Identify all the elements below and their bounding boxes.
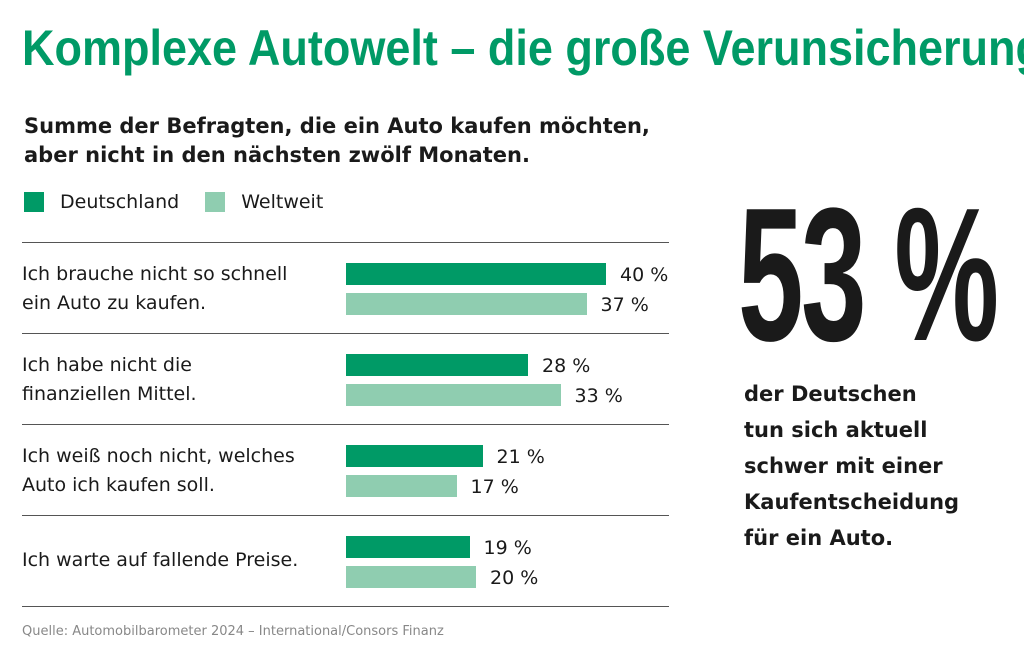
value-label: 20 % [490,567,539,589]
category-label-line: Ich weiß noch nicht, welches [22,445,295,467]
legend: Deutschland Weltweit [24,188,349,216]
highlight-caption-line: für ein Auto. [744,526,894,550]
category-label-line: ein Auto zu kaufen. [22,292,207,314]
highlight-caption-line: Kaufentscheidung [744,490,960,514]
highlight-caption-line: der Deutschen [744,382,917,406]
category-label-line: Ich warte auf fallende Preise. [22,549,299,571]
value-label: 40 % [620,264,669,286]
legend-swatch-weltweit [205,192,226,212]
value-label: 33 % [574,385,623,407]
subtitle-line: Summe der Befragten, die ein Auto kaufen… [24,114,650,138]
legend-item-weltweit: Weltweit [205,191,323,213]
divider-line [22,515,669,516]
bar-deutschland [346,263,606,285]
divider-line [22,424,669,425]
highlight-caption-line: schwer mit einer [744,454,943,478]
source-note: Quelle: Automobilbarometer 2024 – Intern… [22,624,444,639]
subtitle-line: aber nicht in den nächsten zwölf Monaten… [24,143,530,167]
bar-deutschland [346,536,470,558]
category-label-line: Ich brauche nicht so schnell [22,263,288,285]
value-label: 28 % [542,355,591,377]
bar-deutschland [346,354,528,376]
legend-item-deutschland: Deutschland [24,191,179,213]
value-label: 37 % [600,294,649,316]
bar-weltweit [346,475,457,497]
divider-line [22,333,669,334]
category-label: Ich weiß noch nicht, welches Auto ich kau… [22,442,342,500]
bar-weltweit [346,384,561,406]
category-label: Ich brauche nicht so schnell ein Auto zu … [22,260,342,318]
category-label-line: Auto ich kaufen soll. [22,474,215,496]
value-label: 19 % [483,537,532,559]
legend-label-deutschland: Deutschland [60,191,180,213]
value-label: 17 % [470,476,519,498]
bar-weltweit [346,566,476,588]
bar-deutschland [346,445,483,467]
category-label-line: Ich habe nicht die [22,354,192,376]
category-label: Ich habe nicht die finanziellen Mittel. [22,351,342,409]
chart-subtitle: Summe der Befragten, die ein Auto kaufen… [24,112,704,170]
category-label-line: finanziellen Mittel. [22,383,197,405]
value-label: 21 % [496,446,545,468]
highlight-number: 53 % [738,169,999,381]
category-label: Ich warte auf fallende Preise. [22,546,342,575]
divider-line [22,606,669,607]
legend-swatch-deutschland [24,192,44,212]
highlight-caption: der Deutschen tun sich aktuell schwer mi… [744,376,1014,556]
divider-line [22,242,669,243]
chart-title: Komplexe Autowelt – die große Verunsiche… [22,20,1024,76]
legend-label-weltweit: Weltweit [241,191,324,213]
bar-weltweit [346,293,587,315]
highlight-caption-line: tun sich aktuell [744,418,928,442]
